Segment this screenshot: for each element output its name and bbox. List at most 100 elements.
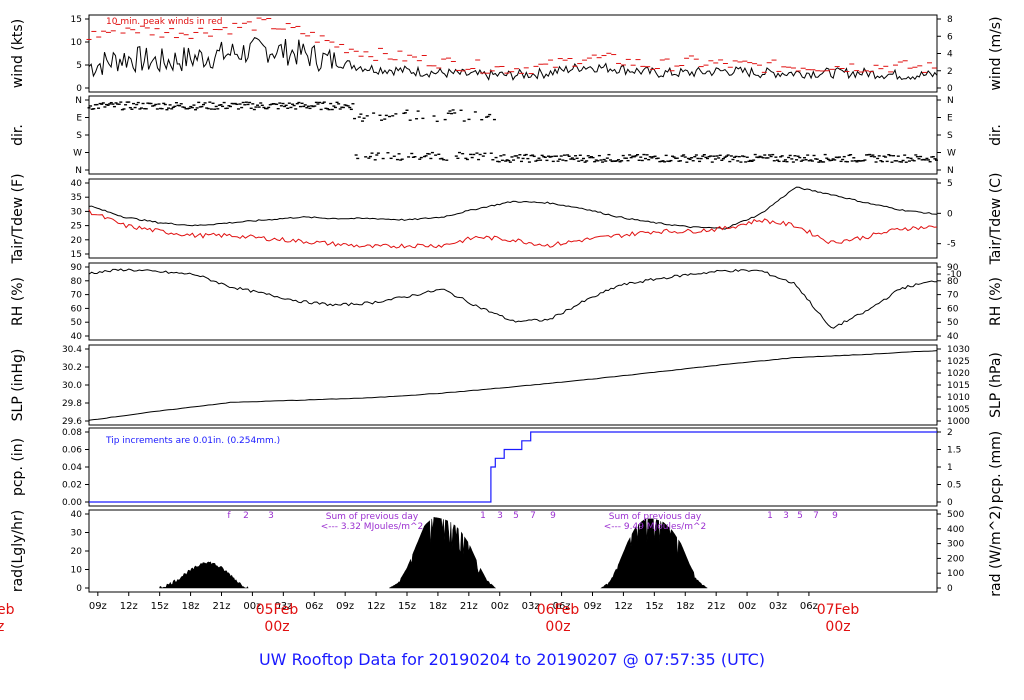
ylabel-left-temperature: Tair/Tdew (F) <box>10 173 26 264</box>
peak-wind-note: 10 min. peak winds in red <box>106 17 223 27</box>
ylabel-right-temperature: Tair/Tdew (C) <box>988 173 1004 266</box>
day-sum-value: <--- 3.32 MJoules/m^2 <box>321 522 423 532</box>
ytick-label-left-direction: N <box>75 166 82 176</box>
solar-hour-marker: 9 <box>550 511 556 521</box>
ytick-label-right-precipitation: 0 <box>947 498 953 508</box>
ytick-label-left-radiation: 40 <box>71 510 83 520</box>
ytick-label-right-humidity: 60 <box>947 304 959 314</box>
ytick-label-left-radiation: 10 <box>71 566 83 576</box>
panel-frame-temperature <box>88 178 938 259</box>
date-label: 06Feb <box>537 602 580 618</box>
xtick-label: 15z <box>645 601 663 612</box>
xtick-label: 09z <box>336 601 354 612</box>
radiation-area-day3 <box>600 518 708 589</box>
xtick-label: 21z <box>213 601 231 612</box>
ytick-label-right-humidity: 40 <box>947 332 959 342</box>
xtick-label: 21z <box>460 601 478 612</box>
ytick-label-left-humidity: 70 <box>71 291 83 301</box>
xtick-label: 00z <box>243 601 261 612</box>
day-sum-title: Sum of previous day <box>326 512 419 522</box>
solar-hour-marker: 9 <box>832 511 838 521</box>
xtick-label: 09z <box>584 601 602 612</box>
ytick-label-left-pressure: 30.0 <box>62 381 82 391</box>
slp-line <box>88 350 938 421</box>
ytick-label-left-pressure: 29.8 <box>62 399 82 409</box>
ytick-label-left-temperature: 20 <box>71 236 83 246</box>
panel-frame-direction <box>88 95 938 175</box>
ytick-label-right-pressure: 1005 <box>947 405 970 415</box>
wind-speed-line <box>88 36 938 81</box>
ytick-label-right-precipitation: 2 <box>947 428 953 438</box>
ytick-label-left-wind: 5 <box>76 61 82 71</box>
xtick-label: 18z <box>429 601 447 612</box>
ylabel-left-direction: dir. <box>10 124 26 146</box>
radiation-area-day1 <box>159 561 249 589</box>
ytick-label-left-humidity: 80 <box>71 277 83 287</box>
ytick-label-left-pressure: 30.4 <box>62 345 82 355</box>
ytick-label-right-pressure: 1015 <box>947 381 970 391</box>
ytick-label-right-pressure: 1025 <box>947 357 970 367</box>
ytick-label-left-direction: E <box>76 114 82 124</box>
ytick-label-right-humidity: 90 <box>947 263 959 273</box>
ylabel-right-pressure: SLP (hPa) <box>988 352 1004 418</box>
ytick-label-right-pressure: 1030 <box>947 345 970 355</box>
dewpoint-line <box>88 209 938 249</box>
ytick-label-right-wind: 8 <box>947 15 953 25</box>
ylabel-right-radiation: rad (W/m^2) <box>988 505 1004 596</box>
ytick-label-right-pressure: 1000 <box>947 417 970 427</box>
xtick-label: 03z <box>274 601 292 612</box>
precip-line <box>89 431 937 503</box>
cutoff-date-label: eb <box>0 602 15 618</box>
rh-line <box>88 268 938 329</box>
xtick-label: 18z <box>182 601 200 612</box>
solar-hour-marker: 3 <box>783 511 789 521</box>
ytick-label-left-precipitation: 0.00 <box>62 498 82 508</box>
solar-hour-marker: 5 <box>513 511 519 521</box>
ytick-label-right-humidity: 80 <box>947 277 959 287</box>
solar-hour-marker: 3 <box>268 511 274 521</box>
ytick-label-left-precipitation: 0.04 <box>62 463 82 473</box>
ytick-label-left-temperature: 40 <box>71 179 83 189</box>
xtick-label: 12z <box>614 601 632 612</box>
ylabel-left-radiation: rad(Lgly/hr) <box>10 510 26 592</box>
ytick-label-left-direction: N <box>75 96 82 106</box>
panel-frame-humidity <box>88 262 938 341</box>
ytick-label-right-radiation: 100 <box>947 569 964 579</box>
ytick-label-left-precipitation: 0.08 <box>62 428 82 438</box>
ytick-label-left-pressure: 29.6 <box>62 417 82 427</box>
ytick-label-right-wind: 6 <box>947 32 953 42</box>
ytick-label-left-temperature: 25 <box>71 222 82 232</box>
ytick-label-right-direction: E <box>947 114 953 124</box>
ytick-label-left-direction: S <box>76 131 82 141</box>
ytick-label-left-humidity: 60 <box>71 304 83 314</box>
xtick-label: 00z <box>738 601 756 612</box>
radiation-area-day2 <box>389 517 497 589</box>
ytick-label-left-temperature: 35 <box>71 193 82 203</box>
ytick-label-right-direction: N <box>947 166 954 176</box>
ytick-label-right-temperature: 5 <box>947 179 953 189</box>
ytick-label-right-direction: S <box>947 131 953 141</box>
xtick-label: 06z <box>553 601 571 612</box>
date-label: 05Feb <box>256 602 299 618</box>
page-title: UW Rooftop Data for 20190204 to 20190207… <box>259 650 765 669</box>
tip-increment-note: Tip increments are 0.01in. (0.254mm.) <box>105 436 280 446</box>
ytick-label-left-wind: 10 <box>71 38 83 48</box>
ytick-label-right-radiation: 500 <box>947 510 964 520</box>
ytick-label-right-precipitation: 1 <box>947 463 953 473</box>
ytick-label-right-temperature: 0 <box>947 209 953 219</box>
ytick-label-right-radiation: 300 <box>947 540 964 550</box>
solar-hour-marker: 1 <box>480 511 486 521</box>
date-hour-label: 00z <box>545 619 570 635</box>
ylabel-right-precipitation: pcp. (mm) <box>988 431 1004 504</box>
ytick-label-right-radiation: 400 <box>947 525 964 535</box>
ylabel-right-direction: dir. <box>988 124 1004 146</box>
ylabel-left-humidity: RH (%) <box>10 277 26 326</box>
date-hour-label: 00z <box>264 619 289 635</box>
ytick-label-left-radiation: 30 <box>71 529 83 539</box>
xtick-label: 06z <box>305 601 323 612</box>
ytick-label-right-humidity: 50 <box>947 318 959 328</box>
day-sum-value: <--- 9.49 MJoules/m^2 <box>604 522 706 532</box>
xtick-label: 03z <box>522 601 540 612</box>
ytick-label-left-temperature: 30 <box>71 207 83 217</box>
